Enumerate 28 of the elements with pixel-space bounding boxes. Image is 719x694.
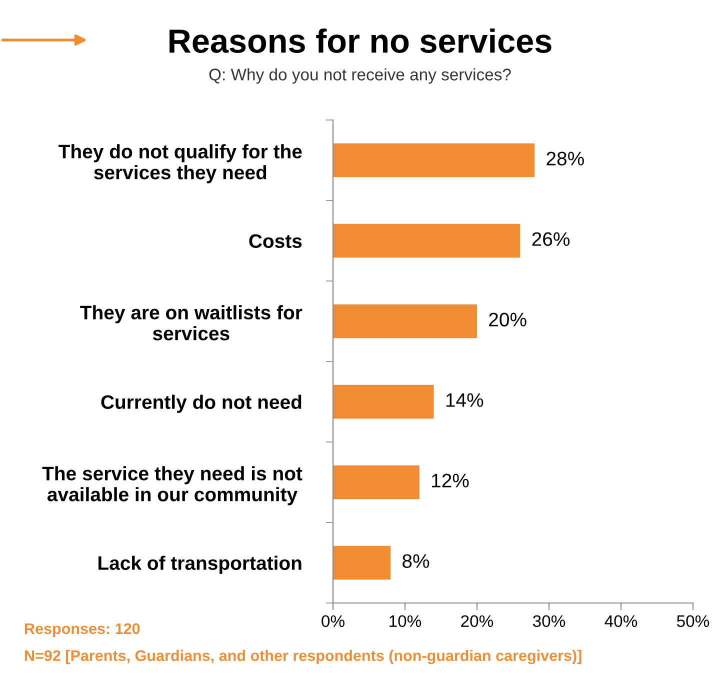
data-label: 28% (546, 152, 584, 166)
x-tick-label: 0% (322, 615, 344, 628)
y-tick-label: The service they need is not available in our community (42, 466, 302, 506)
y-tick-label: They are on waitlists for services (80, 305, 302, 340)
chart-title: Reasons for no services (170, 28, 552, 53)
bar (333, 546, 391, 580)
y-tick-label: Currently do not need (101, 394, 302, 413)
x-tick-label: 40% (604, 615, 638, 628)
bar (333, 143, 535, 178)
bar (333, 224, 520, 258)
text: N=92 [Parents, Guardians, and other respondents (non-guardian caregivers)] (25, 650, 582, 664)
y-tick-label: Costs (249, 234, 302, 248)
data-label: 20% (489, 312, 526, 326)
data-label: 8% (402, 554, 430, 568)
x-tick-label: 10% (390, 615, 422, 628)
bar (333, 304, 477, 338)
y-tick-label: They do not qualify for the services they need (58, 144, 302, 184)
y-tick-label: Lack of transportation (98, 556, 302, 574)
data-label: 12% (432, 474, 469, 488)
bar (333, 465, 420, 500)
bar (333, 384, 434, 419)
data-label: 14% (446, 393, 484, 407)
text: Responses: 120 (25, 623, 140, 638)
chart-subtitle: Q: Why do you not receive any services? (209, 68, 511, 84)
x-tick-label: 50% (676, 615, 710, 628)
data-label: 26% (532, 232, 570, 246)
x-tick-label: 30% (532, 615, 566, 628)
x-tick-label: 20% (461, 615, 494, 628)
